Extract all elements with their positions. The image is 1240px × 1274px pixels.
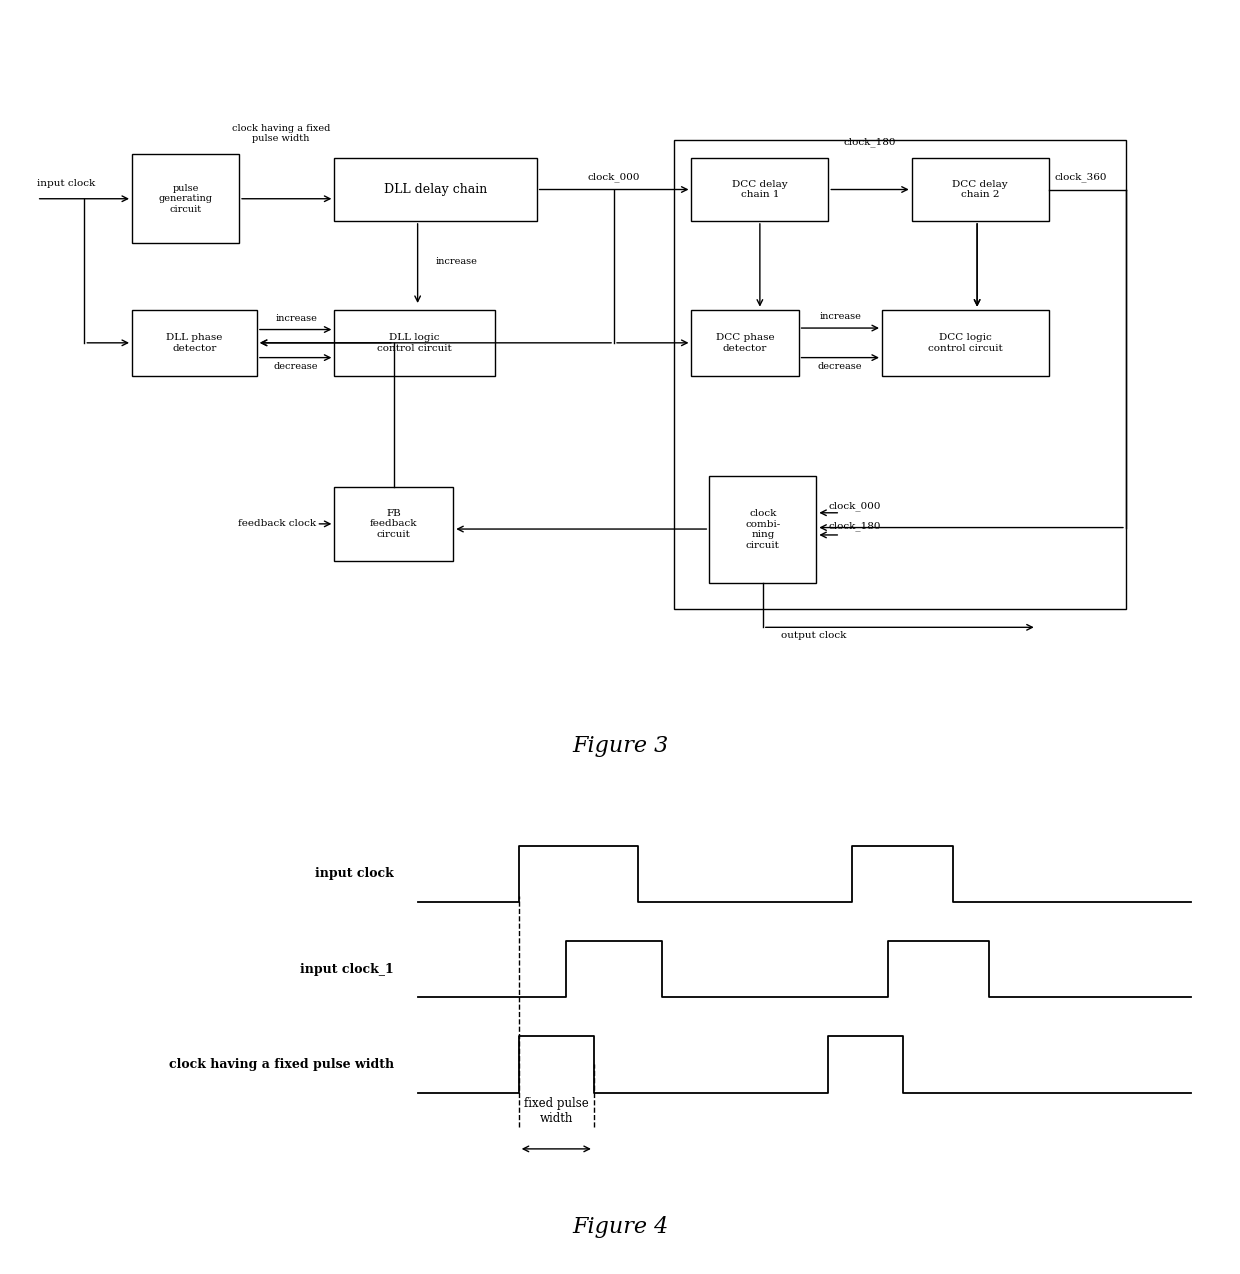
- Bar: [911, 158, 1049, 220]
- Bar: [335, 310, 495, 376]
- Text: pulse
generating
circuit: pulse generating circuit: [159, 183, 212, 214]
- Text: clock having a fixed
pulse width: clock having a fixed pulse width: [232, 124, 330, 143]
- Text: input clock: input clock: [315, 868, 394, 880]
- Text: DLL logic
control circuit: DLL logic control circuit: [377, 333, 453, 353]
- Bar: [673, 140, 1126, 609]
- Text: fixed pulse
width: fixed pulse width: [525, 1097, 589, 1125]
- Text: Figure 4: Figure 4: [572, 1215, 668, 1238]
- Bar: [335, 158, 537, 220]
- Text: FB
feedback
circuit: FB feedback circuit: [370, 510, 418, 539]
- Text: clock_180: clock_180: [843, 138, 897, 147]
- Bar: [692, 310, 799, 376]
- Text: DCC delay
chain 2: DCC delay chain 2: [952, 180, 1008, 199]
- Text: clock
combi-
ning
circuit: clock combi- ning circuit: [745, 510, 780, 549]
- Text: increase: increase: [820, 312, 861, 321]
- Text: clock having a fixed pulse width: clock having a fixed pulse width: [169, 1057, 394, 1071]
- Bar: [131, 310, 257, 376]
- Text: clock_000: clock_000: [588, 172, 640, 182]
- Bar: [335, 487, 454, 561]
- Text: DCC phase
detector: DCC phase detector: [715, 333, 774, 353]
- Text: input clock_1: input clock_1: [300, 963, 394, 976]
- Text: DLL delay chain: DLL delay chain: [384, 183, 487, 196]
- Text: clock_180: clock_180: [828, 521, 880, 531]
- Text: clock_360: clock_360: [1054, 173, 1107, 182]
- Bar: [131, 154, 239, 243]
- Bar: [692, 158, 828, 220]
- Text: Figure 3: Figure 3: [572, 735, 668, 757]
- Bar: [709, 475, 816, 583]
- Text: DCC delay
chain 1: DCC delay chain 1: [732, 180, 787, 199]
- Text: feedback clock: feedback clock: [238, 520, 316, 529]
- Text: increase: increase: [435, 257, 477, 266]
- Text: input clock: input clock: [37, 178, 95, 187]
- Text: clock_000: clock_000: [828, 501, 880, 511]
- Bar: [882, 310, 1049, 376]
- Text: output clock: output clock: [781, 631, 846, 640]
- Text: decrease: decrease: [274, 362, 319, 371]
- Text: decrease: decrease: [818, 362, 863, 371]
- Text: DLL phase
detector: DLL phase detector: [166, 333, 223, 353]
- Text: increase: increase: [275, 313, 317, 322]
- Text: DCC logic
control circuit: DCC logic control circuit: [928, 333, 1003, 353]
